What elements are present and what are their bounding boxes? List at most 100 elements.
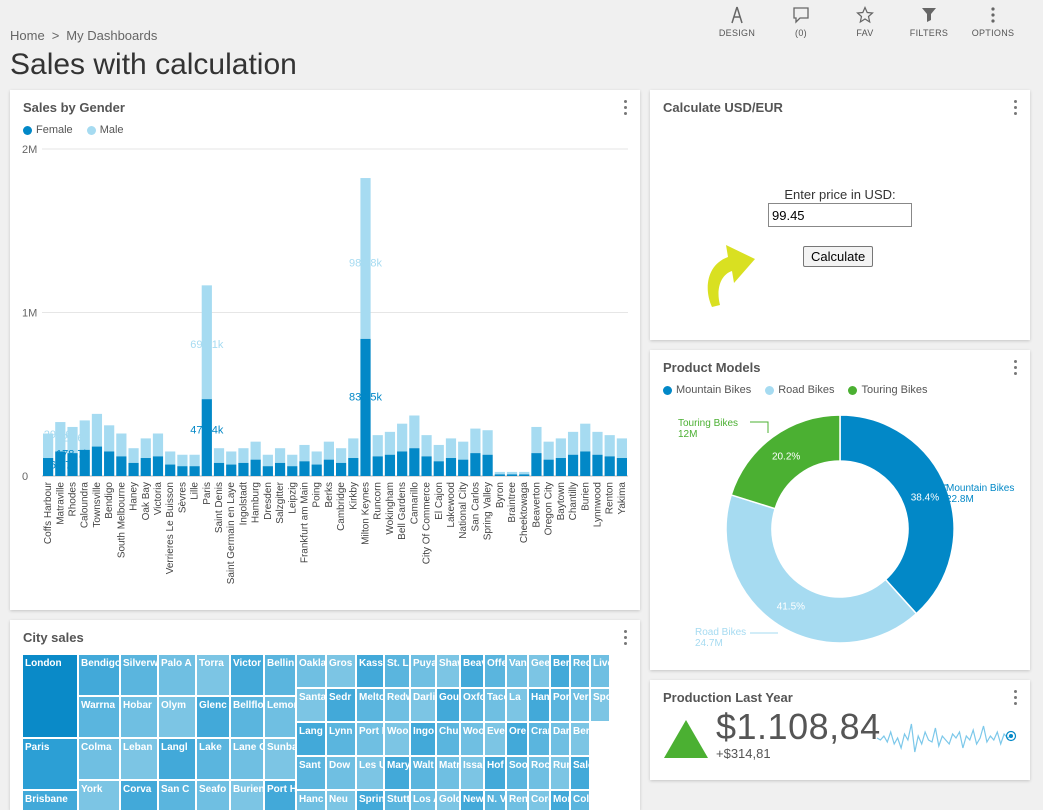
treemap-cell[interactable]: Darli (410, 688, 436, 722)
bar-male[interactable] (250, 441, 261, 460)
legend-item-touring[interactable]: Touring Bikes (848, 384, 928, 396)
bar-male[interactable] (494, 471, 505, 475)
treemap-cell[interactable]: Goulbur (436, 688, 460, 722)
bar-female[interactable] (201, 399, 212, 476)
bar-female[interactable] (165, 464, 176, 476)
treemap-cell[interactable]: Bendigo (78, 654, 120, 696)
bar-male[interactable] (567, 431, 579, 455)
card-menu-icon[interactable] (1012, 690, 1018, 708)
treemap-cell[interactable]: Ever (484, 722, 506, 756)
treemap-cell[interactable]: Geelong (528, 654, 550, 688)
bar-male[interactable] (311, 451, 322, 465)
bar-female[interactable] (531, 453, 542, 476)
bar-female[interactable] (177, 466, 188, 476)
bar-male[interactable] (226, 451, 237, 465)
treemap-cell[interactable]: Hof (484, 756, 506, 790)
bar-female[interactable] (226, 464, 237, 476)
treemap-cell[interactable]: Mary (384, 756, 410, 790)
treemap-cell[interactable]: Stutt (384, 790, 410, 810)
treemap-cell[interactable]: Sant (296, 756, 326, 790)
bar-male[interactable] (372, 435, 383, 457)
calculate-button[interactable]: Calculate (803, 246, 874, 267)
treemap-cell[interactable]: Neu (326, 790, 356, 810)
treemap-cell[interactable]: Melton (356, 688, 384, 722)
bar-male[interactable] (55, 422, 66, 452)
treemap-cell[interactable]: Warrna (78, 696, 120, 738)
donut-slice[interactable] (725, 493, 918, 644)
treemap-cell[interactable]: Lynn (326, 722, 356, 756)
treemap-cell[interactable]: Berl (570, 722, 590, 756)
bar-male[interactable] (421, 435, 432, 457)
bar-male[interactable] (360, 178, 371, 339)
bar-female[interactable] (274, 462, 286, 476)
bar-male[interactable] (433, 444, 444, 462)
bar-male[interactable] (592, 431, 603, 455)
legend-item-female[interactable]: Female (23, 124, 73, 136)
treemap-cell[interactable]: Los A (410, 790, 436, 810)
treemap-cell[interactable]: Darm (550, 722, 570, 756)
bar-female[interactable] (592, 454, 603, 476)
bar-female[interactable] (311, 464, 322, 476)
bar-female[interactable] (543, 459, 554, 476)
treemap-cell[interactable]: Taco (484, 688, 506, 722)
bar-female[interactable] (494, 474, 505, 476)
treemap-cell[interactable]: Hobar (120, 696, 158, 738)
bar-male[interactable] (201, 285, 212, 400)
bar-female[interactable] (287, 466, 298, 476)
treemap-cell[interactable]: Seafo (196, 780, 230, 810)
bar-female[interactable] (421, 456, 432, 476)
price-input[interactable] (768, 203, 912, 227)
treemap-cell[interactable]: Burien (230, 780, 264, 810)
treemap-cell[interactable]: Issaq (460, 756, 484, 790)
bar-female[interactable] (409, 448, 420, 476)
filters-button[interactable]: FILTERS (897, 6, 961, 38)
treemap-cell[interactable]: Oxfor (460, 688, 484, 722)
card-menu-icon[interactable] (622, 630, 628, 648)
options-button[interactable]: OPTIONS (961, 6, 1025, 38)
treemap-cell[interactable]: Paris (22, 738, 78, 790)
bar-female[interactable] (79, 449, 90, 476)
bar-male[interactable] (128, 448, 139, 463)
treemap-cell[interactable]: St. Le (384, 654, 410, 688)
bar-female[interactable] (384, 454, 396, 476)
bar-male[interactable] (43, 433, 54, 459)
treemap-cell[interactable]: Ingo (410, 722, 436, 756)
bar-male[interactable] (482, 430, 493, 455)
bar-male[interactable] (580, 423, 591, 452)
treemap-cell[interactable]: Rockh (528, 756, 550, 790)
legend-item-male[interactable]: Male (86, 124, 124, 136)
treemap-cell[interactable]: London (22, 654, 78, 738)
treemap-cell[interactable]: Gros (326, 654, 356, 688)
bar-female[interactable] (616, 458, 627, 476)
bar-male[interactable] (555, 438, 566, 459)
legend-item-road[interactable]: Road Bikes (765, 384, 834, 396)
treemap-cell[interactable]: Van (506, 654, 528, 688)
treemap-cell[interactable]: San C (158, 780, 196, 810)
treemap-cell[interactable]: York (78, 780, 120, 810)
treemap-cell[interactable]: Chula V (436, 722, 460, 756)
treemap-cell[interactable]: Sprin (356, 790, 384, 810)
treemap-cell[interactable]: Leban (120, 738, 158, 780)
legend-item-mountain[interactable]: Mountain Bikes (663, 384, 751, 396)
bar-female[interactable] (262, 466, 273, 476)
treemap-cell[interactable]: Ore (506, 722, 528, 756)
bar-female[interactable] (250, 459, 261, 476)
bar-female[interactable] (604, 456, 615, 476)
bar-female[interactable] (506, 474, 518, 476)
treemap-cell[interactable]: Red (570, 654, 590, 688)
treemap-cell[interactable]: Hambu (528, 688, 550, 722)
treemap-cell[interactable]: Santa (296, 688, 326, 722)
treemap-cell[interactable]: Coron (528, 790, 550, 810)
treemap-cell[interactable]: Glenc (196, 696, 230, 738)
bar-male[interactable] (323, 441, 334, 460)
bar-female[interactable] (360, 338, 371, 476)
bar-female[interactable] (189, 466, 200, 476)
bar-male[interactable] (336, 448, 347, 463)
treemap-cell[interactable]: Mon (550, 790, 570, 810)
treemap-cell[interactable]: Wood (460, 722, 484, 756)
bar-male[interactable] (458, 441, 469, 460)
bar-male[interactable] (67, 426, 78, 454)
bar-male[interactable] (152, 433, 164, 457)
bar-female[interactable] (67, 453, 78, 476)
bar-female[interactable] (458, 459, 469, 476)
